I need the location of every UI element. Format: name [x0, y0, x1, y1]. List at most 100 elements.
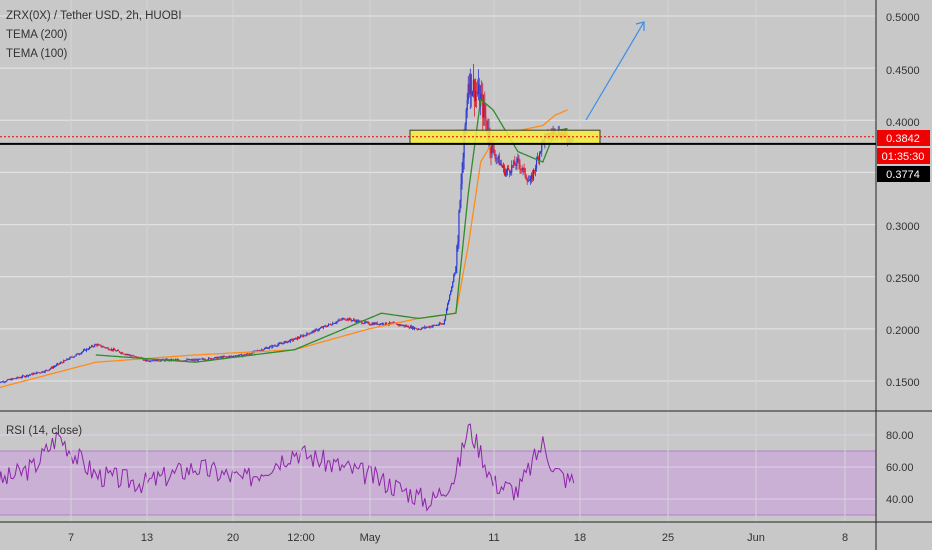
candle-body — [504, 172, 507, 176]
candle-body — [465, 110, 467, 125]
candle-body — [382, 323, 385, 325]
indicator-tema-200: TEMA (200) — [6, 29, 68, 41]
candle-body — [530, 175, 532, 180]
candle-body — [460, 184, 462, 201]
candle-body — [437, 325, 439, 326]
candle-body — [298, 337, 300, 339]
candle-body — [52, 366, 55, 369]
candle-body — [100, 344, 102, 347]
candle-body — [309, 333, 311, 335]
candle-body — [26, 375, 29, 377]
candle-body — [284, 341, 286, 342]
candle-body — [503, 165, 506, 176]
candle-body — [73, 356, 75, 358]
candle-body — [117, 350, 120, 352]
candle-body — [495, 158, 497, 160]
candle-body — [314, 329, 316, 333]
candle-body — [202, 358, 205, 360]
candle-body — [292, 339, 295, 341]
candle-body — [63, 360, 65, 363]
candle-body — [147, 361, 150, 362]
candle-body — [511, 165, 513, 173]
candle-body — [158, 360, 160, 362]
candle-body — [339, 319, 341, 321]
candle-body — [68, 359, 70, 360]
candle-body — [342, 318, 344, 319]
price-tick: 0.4000 — [886, 117, 920, 129]
candle-body — [246, 353, 248, 355]
candle-body — [84, 349, 87, 351]
candle-body — [399, 324, 401, 326]
candle-body — [98, 344, 100, 346]
time-tick: 7 — [68, 532, 74, 544]
candle-body — [5, 381, 7, 383]
candle-body — [228, 356, 230, 358]
candle-body — [527, 180, 529, 182]
candle-body — [93, 346, 95, 348]
price-grid — [0, 15, 876, 382]
candle-body — [74, 355, 76, 357]
candle-body — [512, 165, 514, 167]
candle-body — [362, 323, 364, 325]
projection-arrow[interactable] — [585, 21, 645, 121]
chart-title: ZRX(0X) / Tether USD, 2h, HUOBI — [6, 10, 182, 22]
time-tick: 8 — [842, 532, 848, 544]
candle-body — [14, 378, 16, 380]
candle-body — [306, 333, 308, 336]
candle-body — [230, 356, 232, 357]
candle-body — [259, 350, 261, 352]
candle-body — [429, 326, 431, 328]
candle-body — [473, 79, 476, 102]
candle-body — [442, 323, 445, 325]
candle-body — [215, 356, 217, 358]
candle-body — [438, 323, 440, 326]
candle-body — [245, 354, 247, 356]
candle-body — [524, 168, 526, 177]
candle-body — [281, 343, 283, 345]
candle-body — [467, 83, 469, 101]
candle-body — [229, 356, 231, 357]
candle-body — [273, 345, 275, 347]
time-tick: May — [360, 532, 381, 544]
candle-body — [220, 356, 222, 358]
candle-body — [204, 359, 207, 361]
candle-body — [22, 375, 25, 377]
candle-body — [19, 377, 21, 379]
candle-body — [516, 158, 518, 166]
candle-body — [104, 347, 106, 348]
candle-body — [31, 373, 33, 375]
candle-body — [319, 328, 321, 329]
candle-body — [64, 360, 66, 362]
candle-body — [36, 372, 38, 375]
candle-body — [219, 356, 221, 358]
candle-body — [20, 377, 22, 379]
candle-body — [200, 358, 202, 360]
candle-body — [496, 158, 498, 160]
candle-body — [431, 326, 433, 328]
candle-body — [301, 335, 303, 337]
candle-body — [526, 178, 528, 182]
candle-body — [411, 326, 414, 329]
candle-body — [99, 344, 101, 346]
candle-body — [209, 357, 211, 359]
candle-body — [335, 322, 337, 324]
candle-body — [533, 170, 536, 171]
candle-body — [358, 320, 360, 322]
candle-body — [107, 347, 109, 350]
candle-body — [422, 327, 424, 329]
candle-body — [112, 348, 115, 351]
candle-body — [175, 359, 178, 361]
candle-body — [33, 373, 35, 375]
candle-body — [287, 340, 289, 342]
candle-body — [59, 363, 61, 365]
candle-body — [27, 375, 30, 377]
candle-body — [352, 319, 355, 321]
candle-body — [341, 318, 343, 320]
candle-body — [40, 372, 42, 374]
candle-body — [57, 363, 60, 365]
candle-body — [320, 327, 322, 329]
candle-body — [389, 322, 391, 325]
candle-body — [453, 275, 455, 282]
candle-body — [78, 354, 80, 355]
